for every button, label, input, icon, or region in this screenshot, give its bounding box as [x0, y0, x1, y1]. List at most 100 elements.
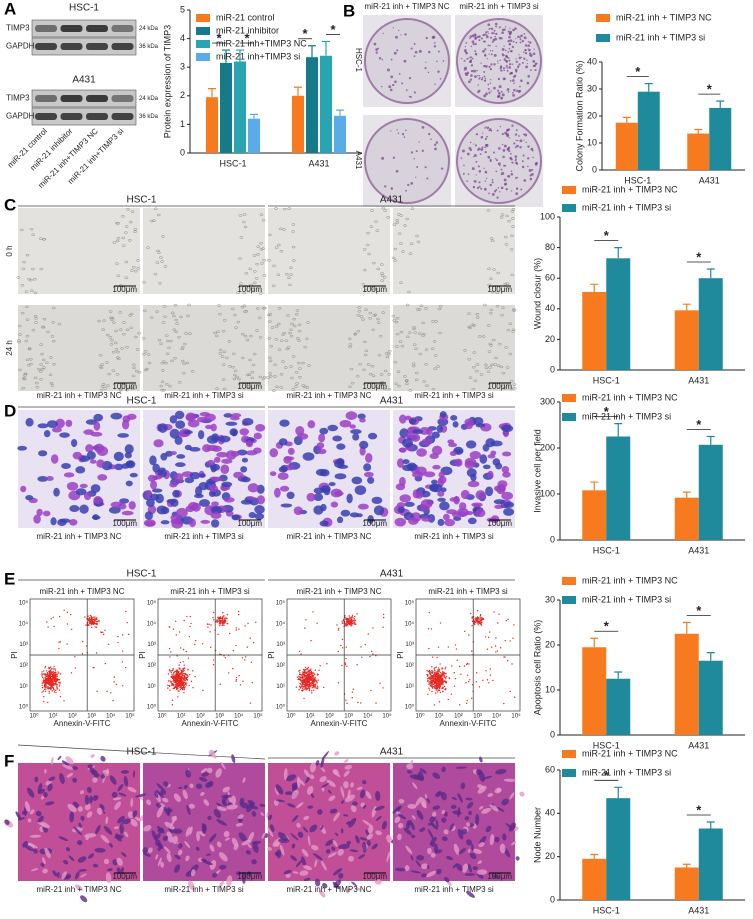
cell: [505, 366, 510, 369]
colony: [425, 61, 427, 63]
flow-y-label: PI: [10, 651, 19, 659]
event: [110, 692, 112, 694]
wound-image: [18, 208, 140, 294]
event: [44, 690, 47, 692]
tissue: [300, 856, 307, 866]
cell: [283, 366, 288, 369]
tissue: [177, 843, 183, 849]
event: [74, 656, 76, 658]
cell: [294, 371, 299, 374]
event: [511, 663, 513, 665]
tissue: [295, 859, 303, 868]
cell: [41, 326, 46, 329]
event: [44, 665, 47, 668]
event: [187, 675, 189, 678]
stained-cell: [75, 466, 86, 474]
event: [173, 681, 175, 684]
cell: [155, 310, 159, 313]
tissue: [72, 777, 78, 783]
tissue: [320, 766, 326, 773]
tissue: [494, 788, 502, 794]
stained-cell: [495, 462, 503, 470]
event: [50, 675, 52, 678]
colony: [484, 170, 487, 173]
stained-cell: [356, 513, 363, 518]
blot-strip: [31, 89, 137, 108]
event: [428, 687, 430, 690]
event: [442, 683, 444, 686]
event: [85, 624, 87, 626]
colony: [489, 78, 492, 81]
event: [372, 627, 374, 629]
tissue: [350, 805, 357, 813]
stained-cell: [453, 516, 462, 521]
event: [465, 682, 467, 684]
stained-cell: [354, 485, 367, 496]
event: [50, 680, 53, 682]
flow-title: miR-21 inh + TIMP3 si: [428, 587, 507, 596]
cell: [421, 321, 425, 325]
event: [450, 693, 453, 695]
tissue: [221, 800, 228, 807]
event: [468, 634, 470, 636]
colony: [478, 75, 481, 77]
bar: [582, 291, 607, 370]
event: [495, 637, 497, 639]
cell: [501, 383, 505, 387]
cell: [246, 385, 251, 388]
stained-cell: [339, 419, 352, 428]
cell: [50, 384, 55, 387]
event: [473, 622, 475, 625]
event: [349, 621, 352, 623]
tissue: [410, 855, 414, 861]
event: [337, 629, 340, 631]
event: [471, 617, 473, 619]
cell: [438, 331, 442, 335]
flow-y-tick: 10⁵: [405, 600, 415, 607]
cell: [467, 358, 472, 361]
cell: [289, 334, 294, 338]
tissue: [78, 869, 87, 872]
colony: [516, 144, 519, 148]
cell: [159, 342, 163, 346]
event: [310, 681, 312, 684]
cell: [356, 314, 361, 317]
stained-cell: [84, 491, 92, 501]
stained-cell: [97, 474, 108, 481]
stained-cell: [195, 486, 203, 497]
tissue: [452, 863, 458, 869]
event: [172, 628, 175, 630]
flow-title: miR-21 inh + TIMP3 NC: [297, 587, 382, 596]
blot-band: [60, 95, 83, 102]
cell: [272, 389, 276, 392]
cell: [431, 320, 435, 323]
cell: [177, 381, 182, 384]
cell: [161, 389, 166, 392]
event: [180, 675, 183, 677]
event: [103, 633, 105, 636]
event: [314, 683, 317, 685]
event: [176, 678, 178, 680]
colony: [486, 126, 489, 130]
colony: [435, 141, 439, 144]
event: [47, 626, 49, 628]
cell: [256, 245, 261, 248]
event: [352, 622, 355, 624]
colony: [513, 88, 516, 92]
event: [315, 687, 317, 689]
tissue: [437, 790, 443, 796]
scale-label: 100μm: [112, 519, 137, 528]
significance-star: *: [244, 30, 250, 45]
cell: [168, 384, 172, 388]
colony: [527, 145, 530, 148]
event: [351, 619, 353, 622]
event: [58, 689, 61, 691]
cell: [381, 311, 386, 314]
cell: [405, 303, 410, 307]
cell: [463, 349, 467, 352]
event: [471, 650, 473, 652]
x-tick-label: A431: [688, 740, 709, 750]
cell: [222, 350, 227, 354]
event: [63, 609, 65, 612]
colony: [471, 167, 475, 171]
